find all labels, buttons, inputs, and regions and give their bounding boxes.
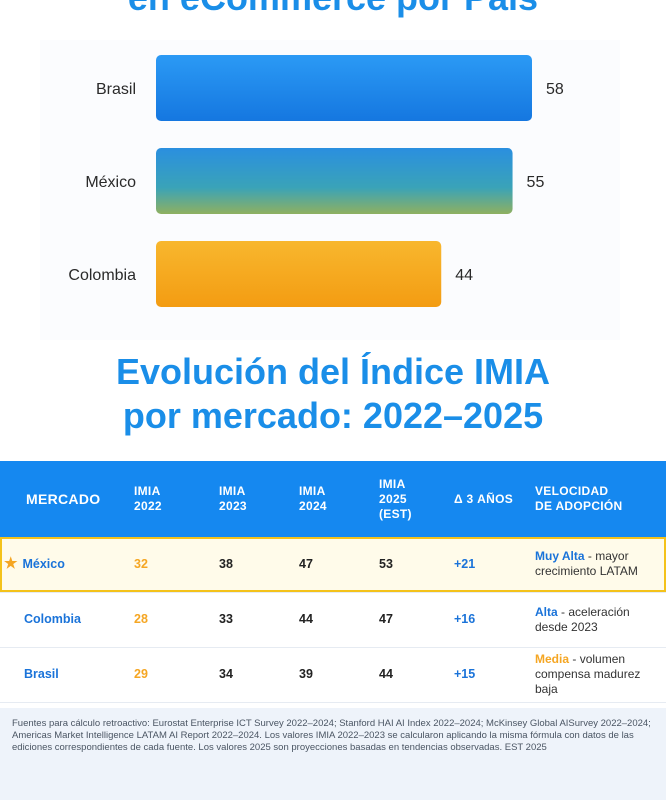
delta-cell: +15 [454, 667, 476, 681]
speed-label: Muy Alta [535, 549, 585, 564]
imia-2024-cell: 47 [299, 556, 313, 571]
header-velocidad: VELOCIDAD DE ADOPCIÓN [535, 484, 623, 513]
imia-2025-cell: 44 [379, 667, 393, 681]
delta-cell: +21 [454, 556, 476, 571]
imia-2022-cell: 28 [134, 612, 148, 626]
header-imia-2023: IMIA 2023 [219, 484, 247, 513]
bar-colombia [156, 241, 442, 307]
category-label: México [85, 174, 136, 191]
star-icon: ★ [4, 555, 18, 573]
category-label: Brasil [96, 81, 136, 98]
speed-desc: aceleración desde 2023 [535, 604, 630, 634]
table-header-row: MERCADO IMIA 2022 IMIA 2023 IMIA 2024 IMIA 2… [0, 461, 666, 537]
section-title-line-2: por mercado: 2022–2025 [122, 395, 544, 436]
imia-2025-cell: 53 [379, 556, 393, 571]
header-mercado: MERCADO [26, 490, 101, 507]
speed-cell: Muy Alta - mayor crecimiento LATAM [535, 549, 638, 579]
bar-brasil [156, 55, 532, 121]
imia-2022-cell: 32 [134, 556, 148, 571]
header-imia-2024: IMIA 2024 [299, 484, 327, 513]
imia-2023-cell: 38 [219, 556, 233, 571]
header-imia-2022: IMIA 2022 [134, 484, 162, 513]
speed-cell: Media - volumen compensa madurez baja [535, 652, 641, 696]
speed-desc: volumen compensa madurez baja [535, 652, 641, 696]
bar-chart: Brasil 58 México 55 Colombia 44 [40, 40, 620, 340]
value-label: 44 [455, 267, 473, 284]
speed-desc: mayor crecimiento LATAM [535, 549, 638, 579]
section-title-line-1: Evolución del Índice IMIA [115, 351, 551, 392]
imia-2024-cell: 39 [299, 667, 313, 681]
speed-cell: Alta - aceleración desde 2023 [535, 604, 630, 634]
speed-label: Media [535, 652, 570, 666]
delta-cell: +16 [454, 612, 476, 626]
table-row-colombia: Colombia 28 33 44 47 +16 Alta - acelerac… [0, 592, 666, 647]
section-title: Evolución del Índice IMIA por mercado: 2… [0, 350, 666, 438]
header-delta: Δ 3 AÑOS [454, 491, 514, 506]
imia-2025-cell: 47 [379, 612, 393, 626]
category-label: Colombia [68, 267, 136, 284]
imia-table: MERCADO IMIA 2022 IMIA 2023 IMIA 2024 IMIA 2… [0, 461, 666, 703]
bar-méxico [156, 148, 513, 214]
imia-2023-cell: 33 [219, 612, 233, 626]
chart-title: en eCommerce por País [0, 0, 666, 20]
market-cell: ★ México [4, 555, 65, 573]
imia-2023-cell: 34 [219, 667, 233, 681]
speed-label: Alta [535, 604, 558, 619]
market-cell: Colombia [24, 612, 81, 626]
imia-2024-cell: 44 [299, 612, 313, 626]
footnote: Fuentes para cálculo retroactivo: Eurost… [0, 708, 666, 800]
value-label: 55 [527, 174, 545, 191]
value-label: 58 [546, 81, 564, 98]
table-row-mexico: ★ México 32 38 47 53 +21 Muy Alta - mayor… [0, 537, 666, 592]
imia-2022-cell: 29 [134, 667, 148, 681]
market-cell: Brasil [24, 667, 59, 681]
table-row-brasil: Brasil 29 34 39 44 +15 Media - volumen c… [0, 647, 666, 702]
header-imia-2025: IMIA 2025 (EST) [379, 476, 412, 521]
